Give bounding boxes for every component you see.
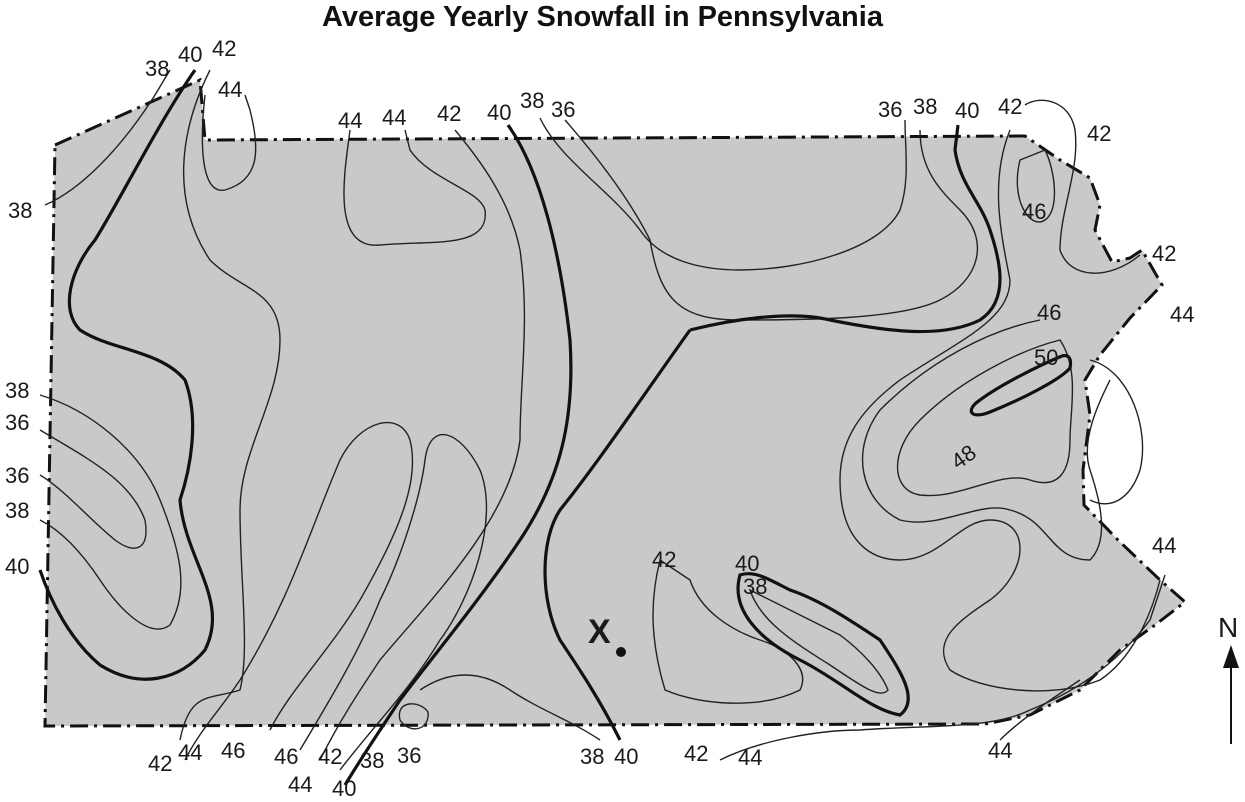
isoline-50-east	[969, 353, 1073, 417]
isoline-44-east	[1089, 359, 1144, 505]
isoline-42-northeast	[839, 129, 1161, 692]
isolines	[38, 69, 1166, 786]
isoline-42-northwest	[179, 69, 281, 741]
isoline-38-south	[419, 674, 601, 741]
isoline-46-east	[861, 319, 1111, 561]
compass-label: N	[1218, 612, 1238, 643]
isoline-label: 38	[743, 574, 767, 599]
isoline-40-central	[343, 124, 573, 786]
isoline-label: 38	[8, 198, 32, 223]
isoline-label: 40	[487, 100, 511, 125]
isoline-46-northeast	[1016, 149, 1056, 223]
isoline-48-east	[896, 339, 1074, 497]
isoline-label: 42	[1152, 241, 1176, 266]
isoline-label: 36	[5, 410, 29, 435]
isoline-label: 38	[5, 498, 29, 523]
isoline-label: 44	[1170, 302, 1194, 327]
isoline-label: 44	[1152, 533, 1176, 558]
isoline-46-west-central	[299, 433, 488, 771]
isoline-label: 38	[580, 744, 604, 769]
isoline-44-northwest	[201, 94, 257, 191]
isoline-label: 42	[318, 744, 342, 769]
isoline-label: 44	[288, 772, 312, 797]
isoline-38-northwest	[44, 69, 171, 206]
isoline-label: 38	[360, 748, 384, 773]
isoline-label: 38	[5, 378, 29, 403]
isoline-label: 40	[332, 776, 356, 801]
isoline-label: 42	[684, 741, 708, 766]
isoline-38-southeast-inner	[748, 588, 889, 694]
isoline-36-west	[39, 429, 147, 549]
isoline-label: 36	[397, 743, 421, 768]
isoline-label: 46	[221, 738, 245, 763]
isoline-label: 42	[148, 751, 172, 776]
location-x-dot	[616, 647, 626, 657]
isoline-label: 44	[218, 77, 242, 102]
map-title: Average Yearly Snowfall in Pennsylvania	[322, 1, 883, 33]
isoline-44-southeast	[719, 574, 1166, 761]
isoline-38-west	[39, 394, 182, 630]
isoline-label: 42	[212, 36, 236, 61]
isoline-label: 38	[913, 94, 937, 119]
isoline-label: 44	[738, 745, 762, 770]
isoline-label: 42	[1087, 121, 1111, 146]
isoline-label: 40	[5, 554, 29, 579]
isoline-38-central	[539, 117, 907, 271]
isoline-label: 40	[955, 98, 979, 123]
isoline-label: 40	[178, 42, 202, 67]
isoline-label: 40	[735, 551, 759, 576]
isoline-label: 38	[520, 88, 544, 113]
pennsylvania-outline	[43, 77, 1188, 728]
isoline-40-south-central	[689, 124, 1002, 334]
isoline-44-west-central	[184, 421, 414, 761]
compass-arrow-head	[1223, 645, 1239, 668]
isoline-label: 46	[1022, 199, 1046, 224]
isoline-40-southeast-inner	[736, 572, 910, 717]
isoline-36-south	[398, 703, 429, 730]
isoline-label: 44	[338, 108, 362, 133]
isoline-44-central-a	[343, 129, 486, 246]
isoline-label: 38	[145, 56, 169, 81]
isoline-label: 44	[988, 738, 1012, 763]
isoline-40-main	[543, 329, 692, 741]
isoline-label: 36	[5, 463, 29, 488]
isoline-label: 42	[437, 101, 461, 126]
isoline-label: 46	[1037, 300, 1061, 325]
isoline-44-far-southeast	[999, 679, 1081, 741]
isoline-label: 36	[551, 97, 575, 122]
isoline-label: 50	[1034, 345, 1058, 370]
isoline-label: 44	[178, 740, 202, 765]
isoline-label: 40	[614, 744, 638, 769]
isoline-label: 42	[998, 94, 1022, 119]
isoline-42-far-northeast	[1024, 99, 1141, 274]
isoline-label: 36	[878, 97, 902, 122]
isoline-label: 42	[652, 547, 676, 572]
isoline-label: 46	[274, 744, 298, 769]
isoline-label: 44	[382, 105, 406, 130]
isoline-42-central	[319, 129, 526, 761]
isoline-40-northwest	[38, 69, 215, 681]
isoline-labels: 38 40 42 44 38 38 36 36 38 40 44 44 42 4…	[5, 36, 1194, 801]
isoline-42-south	[652, 558, 804, 704]
location-x-label: X	[588, 613, 611, 651]
